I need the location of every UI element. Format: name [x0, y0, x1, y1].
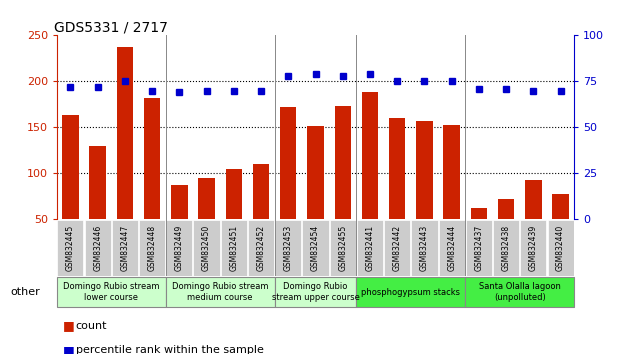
Bar [334, 106, 351, 219]
Text: Domingo Rubio
stream upper course: Domingo Rubio stream upper course [271, 282, 360, 302]
Bar [307, 126, 324, 219]
FancyBboxPatch shape [521, 220, 546, 275]
Text: GSM832446: GSM832446 [93, 225, 102, 271]
Text: GSM832439: GSM832439 [529, 225, 538, 271]
Text: GSM832455: GSM832455 [338, 225, 347, 271]
Text: GSM832452: GSM832452 [257, 225, 266, 271]
Text: GSM832449: GSM832449 [175, 225, 184, 271]
FancyBboxPatch shape [248, 220, 274, 275]
Bar [389, 118, 405, 219]
Text: ■: ■ [63, 344, 75, 354]
Bar [253, 164, 269, 219]
FancyBboxPatch shape [466, 220, 492, 275]
Text: ■: ■ [63, 319, 75, 332]
FancyBboxPatch shape [139, 220, 165, 275]
Bar [416, 121, 433, 219]
FancyBboxPatch shape [112, 220, 138, 275]
Text: percentile rank within the sample: percentile rank within the sample [76, 346, 264, 354]
Bar [471, 207, 487, 219]
FancyBboxPatch shape [275, 220, 302, 275]
FancyBboxPatch shape [166, 277, 274, 307]
Bar [280, 107, 297, 219]
FancyBboxPatch shape [384, 220, 410, 275]
Bar [62, 115, 79, 219]
Text: other: other [11, 287, 40, 297]
FancyBboxPatch shape [302, 220, 329, 275]
Text: GSM832442: GSM832442 [392, 225, 402, 271]
Text: Santa Olalla lagoon
(unpolluted): Santa Olalla lagoon (unpolluted) [479, 282, 561, 302]
FancyBboxPatch shape [85, 220, 110, 275]
Bar [552, 194, 569, 219]
FancyBboxPatch shape [221, 220, 247, 275]
FancyBboxPatch shape [411, 220, 437, 275]
FancyBboxPatch shape [57, 277, 166, 307]
Text: GSM832450: GSM832450 [202, 225, 211, 271]
Bar [498, 199, 514, 219]
Text: GSM832451: GSM832451 [229, 225, 239, 271]
FancyBboxPatch shape [274, 277, 357, 307]
FancyBboxPatch shape [465, 277, 574, 307]
Bar [362, 92, 378, 219]
Text: GSM832454: GSM832454 [311, 225, 320, 271]
Text: count: count [76, 321, 107, 331]
Bar [90, 146, 106, 219]
Bar [171, 184, 187, 219]
Text: GSM832448: GSM832448 [148, 225, 156, 271]
FancyBboxPatch shape [166, 220, 192, 275]
FancyBboxPatch shape [357, 277, 465, 307]
FancyBboxPatch shape [439, 220, 465, 275]
Text: GSM832447: GSM832447 [121, 225, 129, 271]
Bar [198, 178, 215, 219]
FancyBboxPatch shape [357, 220, 383, 275]
Text: GSM832438: GSM832438 [502, 225, 510, 271]
Bar [117, 47, 133, 219]
Text: GDS5331 / 2717: GDS5331 / 2717 [54, 20, 168, 34]
FancyBboxPatch shape [194, 220, 220, 275]
FancyBboxPatch shape [329, 220, 356, 275]
Text: Domingo Rubio stream
medium course: Domingo Rubio stream medium course [172, 282, 268, 302]
Bar [226, 169, 242, 219]
Text: GSM832453: GSM832453 [284, 225, 293, 271]
FancyBboxPatch shape [493, 220, 519, 275]
Text: GSM832440: GSM832440 [556, 225, 565, 271]
Text: phosphogypsum stacks: phosphogypsum stacks [362, 287, 460, 297]
FancyBboxPatch shape [57, 220, 83, 275]
FancyBboxPatch shape [548, 220, 574, 275]
Bar [144, 98, 160, 219]
Text: GSM832437: GSM832437 [475, 225, 483, 271]
Bar [525, 180, 541, 219]
Text: GSM832444: GSM832444 [447, 225, 456, 271]
Text: Domingo Rubio stream
lower course: Domingo Rubio stream lower course [63, 282, 160, 302]
Text: GSM832441: GSM832441 [365, 225, 374, 271]
Text: GSM832443: GSM832443 [420, 225, 429, 271]
Bar [444, 125, 460, 219]
Text: GSM832445: GSM832445 [66, 225, 75, 271]
